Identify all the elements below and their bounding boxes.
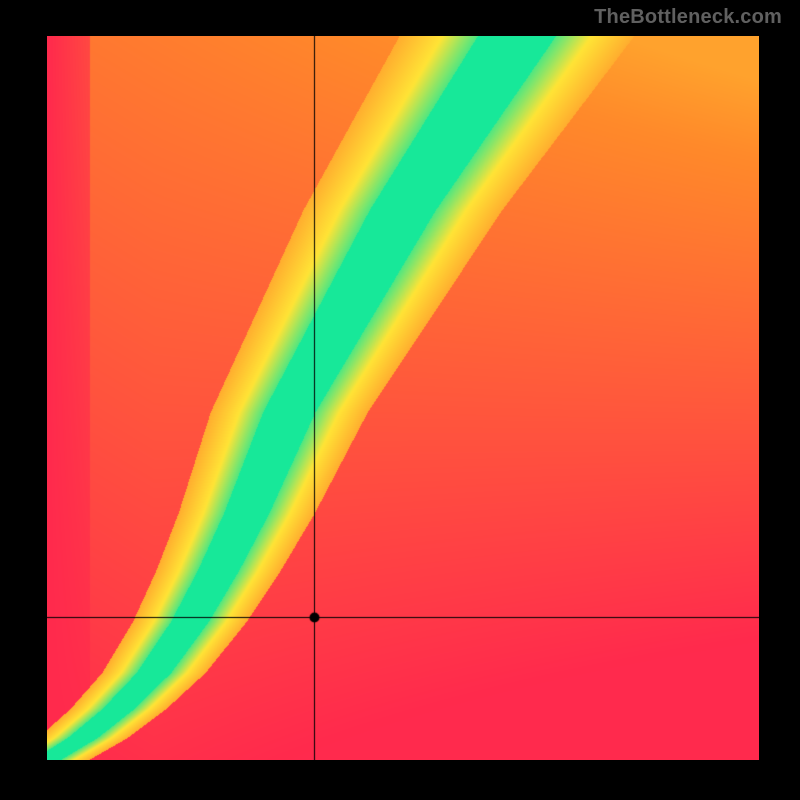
watermark-text: TheBottleneck.com [594,6,782,29]
heatmap-canvas [47,36,759,760]
